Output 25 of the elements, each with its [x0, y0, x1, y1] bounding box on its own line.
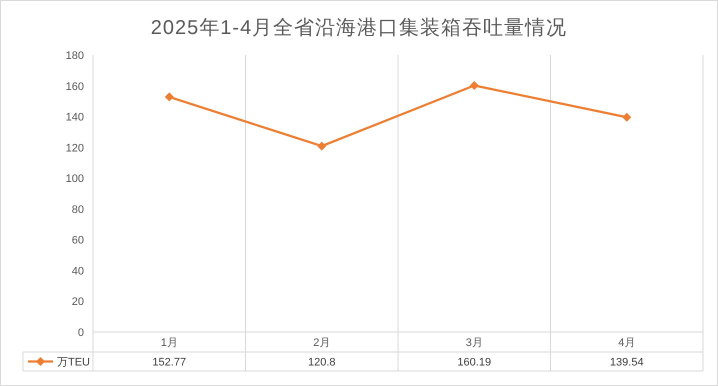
x-tick-label: 4月 — [618, 337, 636, 349]
y-tick-label: 40 — [72, 265, 84, 278]
point — [317, 142, 326, 151]
data-label: 160.19 — [457, 356, 492, 368]
y-tick-label: 120 — [66, 142, 84, 154]
y-tick-label: 0 — [78, 327, 84, 339]
y-tick-label: 80 — [72, 204, 84, 216]
legend-label: 万TEU — [57, 356, 90, 368]
x-tick-label: 1月 — [160, 337, 178, 349]
point — [622, 112, 632, 122]
point — [470, 80, 479, 90]
point — [164, 92, 174, 102]
y-tick-label: 160 — [66, 80, 84, 93]
x-tick-label: 3月 — [466, 337, 483, 349]
data-label: 139.54 — [610, 356, 644, 368]
data-label: 152.77 — [152, 356, 186, 368]
y-tick-label: 140 — [66, 112, 84, 124]
x-tick-label: 2月 — [313, 337, 330, 349]
chart-title: 2025年1-4月全省沿海港口集装箱吞吐量情况 — [150, 17, 568, 39]
y-tick-label: 20 — [72, 296, 84, 308]
data-label: 120.8 — [308, 356, 336, 368]
legend: 万TEU — [28, 356, 90, 368]
y-tick-label: 60 — [72, 234, 84, 247]
y-tick-label: 100 — [66, 173, 84, 186]
y-tick-label: 180 — [66, 50, 84, 62]
